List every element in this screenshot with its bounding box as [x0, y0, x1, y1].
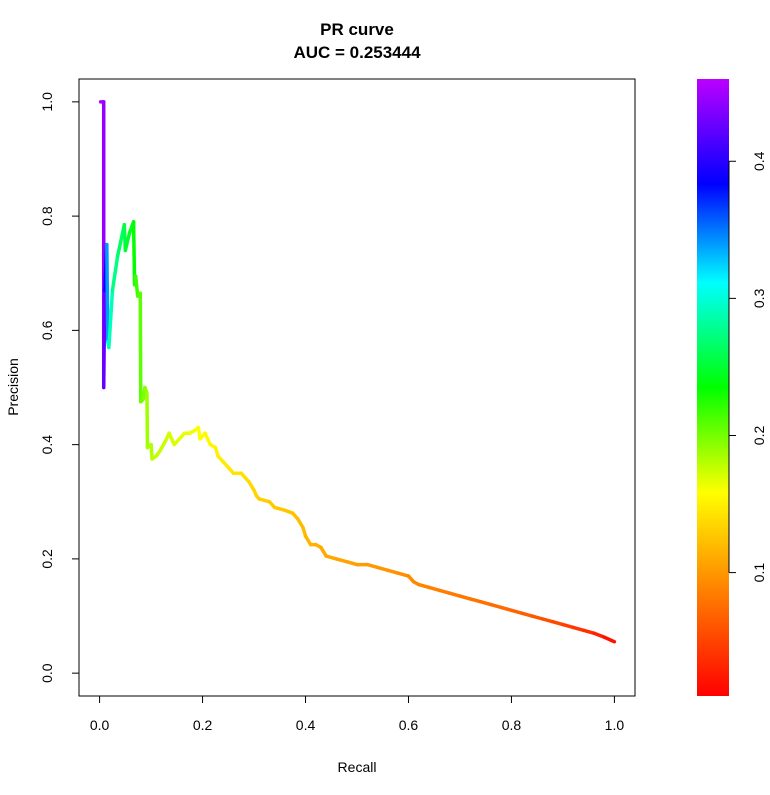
pr-curve-segment: [257, 497, 272, 504]
pr-curve-line: [98, 100, 617, 644]
x-tick-label: 0.4: [296, 717, 316, 733]
y-axis: 0.0 0.2 0.4 0.6 0.8 1.0: [39, 92, 80, 683]
pr-curve-segment: [427, 585, 442, 593]
pr-curve-segment: [344, 559, 359, 567]
x-tick-label: 0.0: [90, 717, 110, 733]
pr-curve-segment: [519, 611, 534, 618]
plot-frame: [78, 78, 636, 697]
y-tick-label: 0.6: [39, 320, 55, 340]
colorbar-axis: 0.1 0.2 0.3 0.4: [728, 151, 767, 583]
pr-curve-segment: [203, 431, 213, 447]
x-tick-label: 1.0: [605, 717, 625, 733]
pr-curve-segment: [499, 605, 514, 613]
x-axis-label: Recall: [338, 759, 377, 775]
y-tick-label: 0.0: [39, 663, 55, 683]
y-tick-label: 1.0: [39, 92, 55, 112]
pr-curve-segment: [105, 242, 110, 344]
pr-curve-segment: [375, 565, 390, 573]
pr-curve-segment: [437, 588, 452, 595]
pr-curve-segment: [530, 614, 545, 621]
colorbar-tick-label: 0.2: [751, 426, 767, 446]
pr-curve-segment: [571, 625, 586, 633]
colorbar-tick-label: 0.1: [751, 563, 767, 583]
pr-curve-segment: [561, 622, 575, 630]
x-tick-label: 0.8: [502, 717, 522, 733]
pr-curve-segment: [133, 274, 140, 298]
pr-curve-segment: [107, 288, 115, 350]
pr-curve-segment: [592, 631, 606, 639]
pr-curve-segment: [324, 554, 339, 561]
pr-curve-segment: [417, 582, 431, 590]
pr-curve-segment: [396, 571, 411, 578]
chart-subtitle: AUC = 0.253444: [293, 43, 421, 62]
pr-curve-segment: [123, 231, 132, 253]
pr-curve-segment: [131, 220, 137, 287]
colorbar-tick-label: 0.4: [751, 151, 767, 171]
pr-curve-segment: [550, 619, 565, 627]
x-tick-label: 0.2: [193, 717, 213, 733]
pr-curve-segment: [581, 628, 596, 635]
pr-curve-segment: [145, 391, 150, 450]
y-tick-label: 0.2: [39, 549, 55, 569]
y-tick-label: 0.4: [39, 435, 55, 455]
pr-curve-segment: [447, 591, 462, 598]
x-tick-label: 0.6: [399, 717, 419, 733]
x-axis: 0.0 0.2 0.4 0.6 0.8 1.0: [90, 695, 625, 733]
y-tick-label: 0.8: [39, 206, 55, 226]
pr-curve-segment: [365, 562, 380, 570]
chart-title: PR curve: [320, 20, 394, 39]
pr-curve-segment: [138, 291, 143, 404]
pr-curve-segment: [110, 254, 120, 293]
pr-curve-segment: [149, 442, 154, 461]
pr-curve-segment: [167, 431, 176, 447]
pr-curve-segment: [334, 557, 349, 564]
pr-curve-segment: [158, 437, 169, 453]
pr-curve-segment: [101, 288, 107, 390]
y-axis-label: Precision: [5, 358, 21, 416]
pr-curve-segment: [458, 594, 473, 601]
colorbar-tick-label: 0.3: [751, 288, 767, 308]
colorbar: [697, 79, 729, 696]
pr-curve-segment: [478, 599, 493, 607]
pr-curve-segment: [272, 505, 287, 513]
pr-curve-segment: [602, 635, 617, 644]
pr-curve-segment: [386, 568, 400, 575]
pr-curve-segment: [540, 617, 555, 624]
pr-curve-segment: [468, 597, 483, 604]
pr-curve-segment: [509, 608, 524, 615]
pr-curve-segment: [489, 602, 503, 610]
